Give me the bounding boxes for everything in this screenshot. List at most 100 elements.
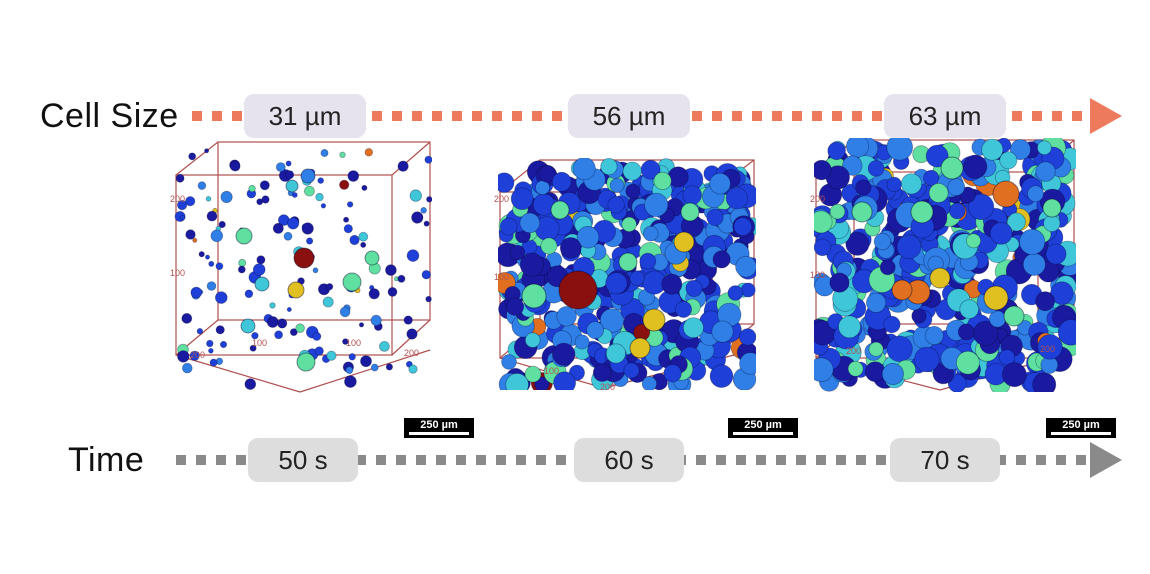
cell-blob (1037, 334, 1063, 360)
cell-blob (251, 332, 259, 340)
cell-blob (343, 224, 353, 234)
cell-blob (499, 217, 518, 236)
cell-size-label: Cell Size (40, 97, 179, 135)
cell-blob (847, 360, 864, 377)
cell-blob (397, 160, 409, 172)
cell-blob (1032, 372, 1057, 392)
cell-blob (642, 225, 659, 242)
cell-blob (342, 338, 349, 345)
cell-blob (592, 363, 612, 382)
cell-blob (827, 141, 846, 161)
cell-blob (283, 231, 293, 241)
cell-size-value-1: 31 µm (244, 94, 366, 138)
cell-blob (397, 274, 406, 283)
cell-blob (540, 237, 558, 255)
axis-tick: 200 (170, 194, 185, 204)
cell-blob (911, 308, 927, 324)
cell-blob (293, 247, 315, 269)
cell-blob (712, 250, 731, 269)
cell-blob (409, 189, 423, 202)
cell-blob (315, 192, 324, 202)
cell-blob (641, 376, 657, 390)
cell-blob (642, 308, 666, 332)
cell-blob (829, 272, 850, 293)
cell-blob (682, 185, 702, 205)
cell-size-arrowhead (1090, 98, 1122, 134)
axis-tick: 200 (1040, 344, 1055, 354)
cell-blob (999, 151, 1018, 170)
cell-blob (538, 165, 556, 183)
scale-bar-label: 250 µm (1062, 419, 1100, 431)
axis-tick: 200 (494, 194, 509, 204)
cell-blob (879, 259, 896, 276)
axis-tick: 200 (600, 382, 615, 392)
cell-blob (408, 364, 418, 374)
cell-blob (291, 192, 298, 198)
cell-blob (553, 371, 576, 390)
scale-bar-1: 250 µm (404, 418, 474, 438)
cell-blob (727, 285, 744, 301)
cell-blob (177, 350, 190, 363)
cell-blob (420, 207, 427, 214)
cell-blob (406, 328, 418, 340)
cell-blob (206, 281, 217, 291)
cell-blob (204, 148, 210, 154)
scale-bar-label: 250 µm (744, 419, 782, 431)
cell-blob (360, 355, 372, 368)
cell-blob (992, 180, 1020, 208)
cell-blob (740, 282, 756, 298)
cell-blob (814, 159, 832, 181)
cell-blob (269, 302, 276, 309)
cell-blob (963, 154, 988, 179)
axis-tick: 200 (810, 194, 825, 204)
cell-blob (886, 138, 913, 161)
cell-blob (346, 201, 354, 208)
cell-blob (814, 210, 833, 234)
cell-blob (240, 318, 256, 334)
cell-blob (509, 244, 526, 261)
cell-blob (1006, 212, 1026, 232)
cell-blob (829, 203, 846, 220)
cell-blob (559, 237, 582, 259)
cell-blob (349, 234, 360, 246)
cell-blob (303, 185, 315, 197)
cell-blob (739, 328, 756, 346)
cell-blob (1057, 319, 1076, 346)
cell-blob (618, 252, 638, 272)
cell-blob (682, 317, 704, 339)
cell-blob (845, 231, 870, 256)
cell-blob (947, 178, 966, 197)
cell-blob (261, 195, 270, 204)
cell-blob (685, 279, 703, 297)
axis-tick: 100 (346, 338, 361, 348)
cell-blob (287, 281, 305, 299)
cell-blob (209, 358, 218, 367)
cell-size-value-2: 56 µm (568, 94, 690, 138)
cell-blob (989, 221, 1013, 245)
cell-blob (709, 172, 731, 195)
cell-blob (1035, 291, 1055, 312)
cell-blob (896, 234, 922, 260)
cell-blob (814, 238, 832, 257)
cell-blob (185, 229, 196, 240)
cell-blob (219, 340, 228, 349)
cell-blob (998, 349, 1016, 366)
cell-blob (711, 320, 734, 343)
cell-blob (929, 267, 951, 289)
cell-blob (983, 285, 1009, 311)
cell-blob (305, 237, 314, 245)
cell-blob (966, 233, 982, 249)
cell-blob (956, 350, 980, 375)
cell-blob (913, 346, 940, 373)
cell-blob (505, 297, 525, 316)
cell-blob (411, 211, 424, 224)
cell-blob (629, 337, 651, 359)
cell-blob (586, 321, 604, 340)
cell-blob (1002, 362, 1027, 388)
cell-blob (182, 362, 193, 374)
cell-blob (320, 148, 329, 157)
cell-blob (873, 232, 892, 251)
cell-blob (344, 375, 357, 388)
cell-blob (735, 255, 756, 278)
cell-blob (572, 158, 596, 181)
